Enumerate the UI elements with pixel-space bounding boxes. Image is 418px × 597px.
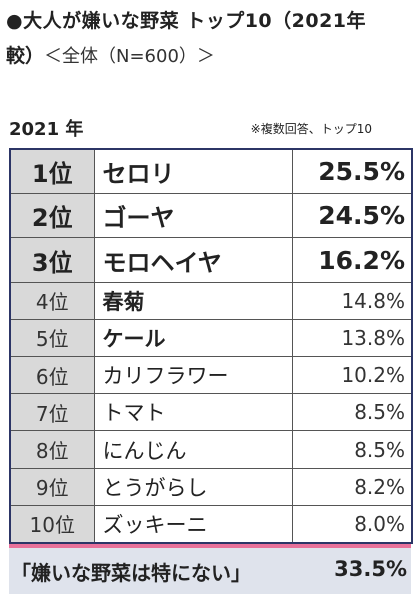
- rank-cell: 6位: [9, 356, 95, 395]
- percentage: 24.5%: [291, 193, 413, 239]
- percentage: 13.8%: [291, 318, 413, 358]
- no-dislike-summary: 「嫌いな野菜は特にない」 33.5%: [9, 544, 411, 594]
- rank-cell: 9位: [9, 467, 95, 506]
- vegetable-name: モロヘイヤ: [93, 237, 293, 283]
- rank-cell: 10位: [9, 504, 95, 544]
- table-row: 10位 ズッキーニ 8.0%: [9, 504, 413, 544]
- vegetable-name: にんじん: [93, 430, 293, 469]
- vegetable-name: ズッキーニ: [93, 504, 293, 544]
- percentage: 8.5%: [291, 393, 413, 432]
- heading-sample-size: ＜全体（N=600）＞: [44, 46, 215, 67]
- vegetable-name: 春菊: [93, 281, 293, 320]
- rank-cell: 8位: [9, 430, 95, 469]
- rank-cell: 5位: [9, 318, 95, 358]
- percentage: 10.2%: [291, 356, 413, 395]
- heading-subtitle: 較）＜全体（N=600）＞: [6, 38, 418, 75]
- vegetable-name: ゴーヤ: [93, 193, 293, 239]
- percentage: 8.0%: [291, 504, 413, 544]
- vegetable-name: カリフラワー: [93, 356, 293, 395]
- table-row: 6位 カリフラワー 10.2%: [9, 356, 413, 395]
- rank-cell: 3位: [9, 237, 95, 283]
- rank-cell: 7位: [9, 393, 95, 432]
- table-row: 2位 ゴーヤ 24.5%: [9, 193, 413, 239]
- page-heading: ●大人が嫌いな野菜 トップ10（2021年 較）＜全体（N=600）＞: [6, 4, 418, 82]
- rank-cell: 4位: [9, 281, 95, 320]
- table-row: 1位 セロリ 25.5%: [9, 148, 413, 195]
- table-row: 5位 ケール 13.8%: [9, 318, 413, 358]
- heading-title: ●大人が嫌いな野菜 トップ10（2021年: [6, 10, 367, 32]
- ranking-table: 1位 セロリ 25.5% 2位 ゴーヤ 24.5% 3位 モロヘイヤ 16.2%…: [9, 148, 413, 544]
- vegetable-name: トマト: [93, 393, 293, 432]
- survey-note: ※複数回答、トップ10: [250, 122, 372, 136]
- rank-cell: 1位: [9, 148, 95, 195]
- table-row: 7位 トマト 8.5%: [9, 393, 413, 432]
- rank-cell: 2位: [9, 193, 95, 239]
- table-row: 4位 春菊 14.8%: [9, 281, 413, 320]
- no-dislike-percentage: 33.5%: [334, 557, 407, 581]
- percentage: 14.8%: [291, 281, 413, 320]
- vegetable-name: とうがらし: [93, 467, 293, 506]
- no-dislike-label: 「嫌いな野菜は特にない」: [11, 561, 251, 585]
- table-row: 3位 モロヘイヤ 16.2%: [9, 237, 413, 283]
- percentage: 25.5%: [291, 148, 413, 195]
- table-row: 9位 とうがらし 8.2%: [9, 467, 413, 506]
- heading-subtitle-bold: 較）: [6, 45, 45, 67]
- percentage: 8.5%: [291, 430, 413, 469]
- percentage: 8.2%: [291, 467, 413, 506]
- table-row: 8位 にんじん 8.5%: [9, 430, 413, 469]
- percentage: 16.2%: [291, 237, 413, 283]
- vegetable-name: セロリ: [93, 148, 293, 195]
- year-label: 2021 年: [9, 119, 84, 140]
- vegetable-name-highlighted: ケール: [93, 318, 293, 358]
